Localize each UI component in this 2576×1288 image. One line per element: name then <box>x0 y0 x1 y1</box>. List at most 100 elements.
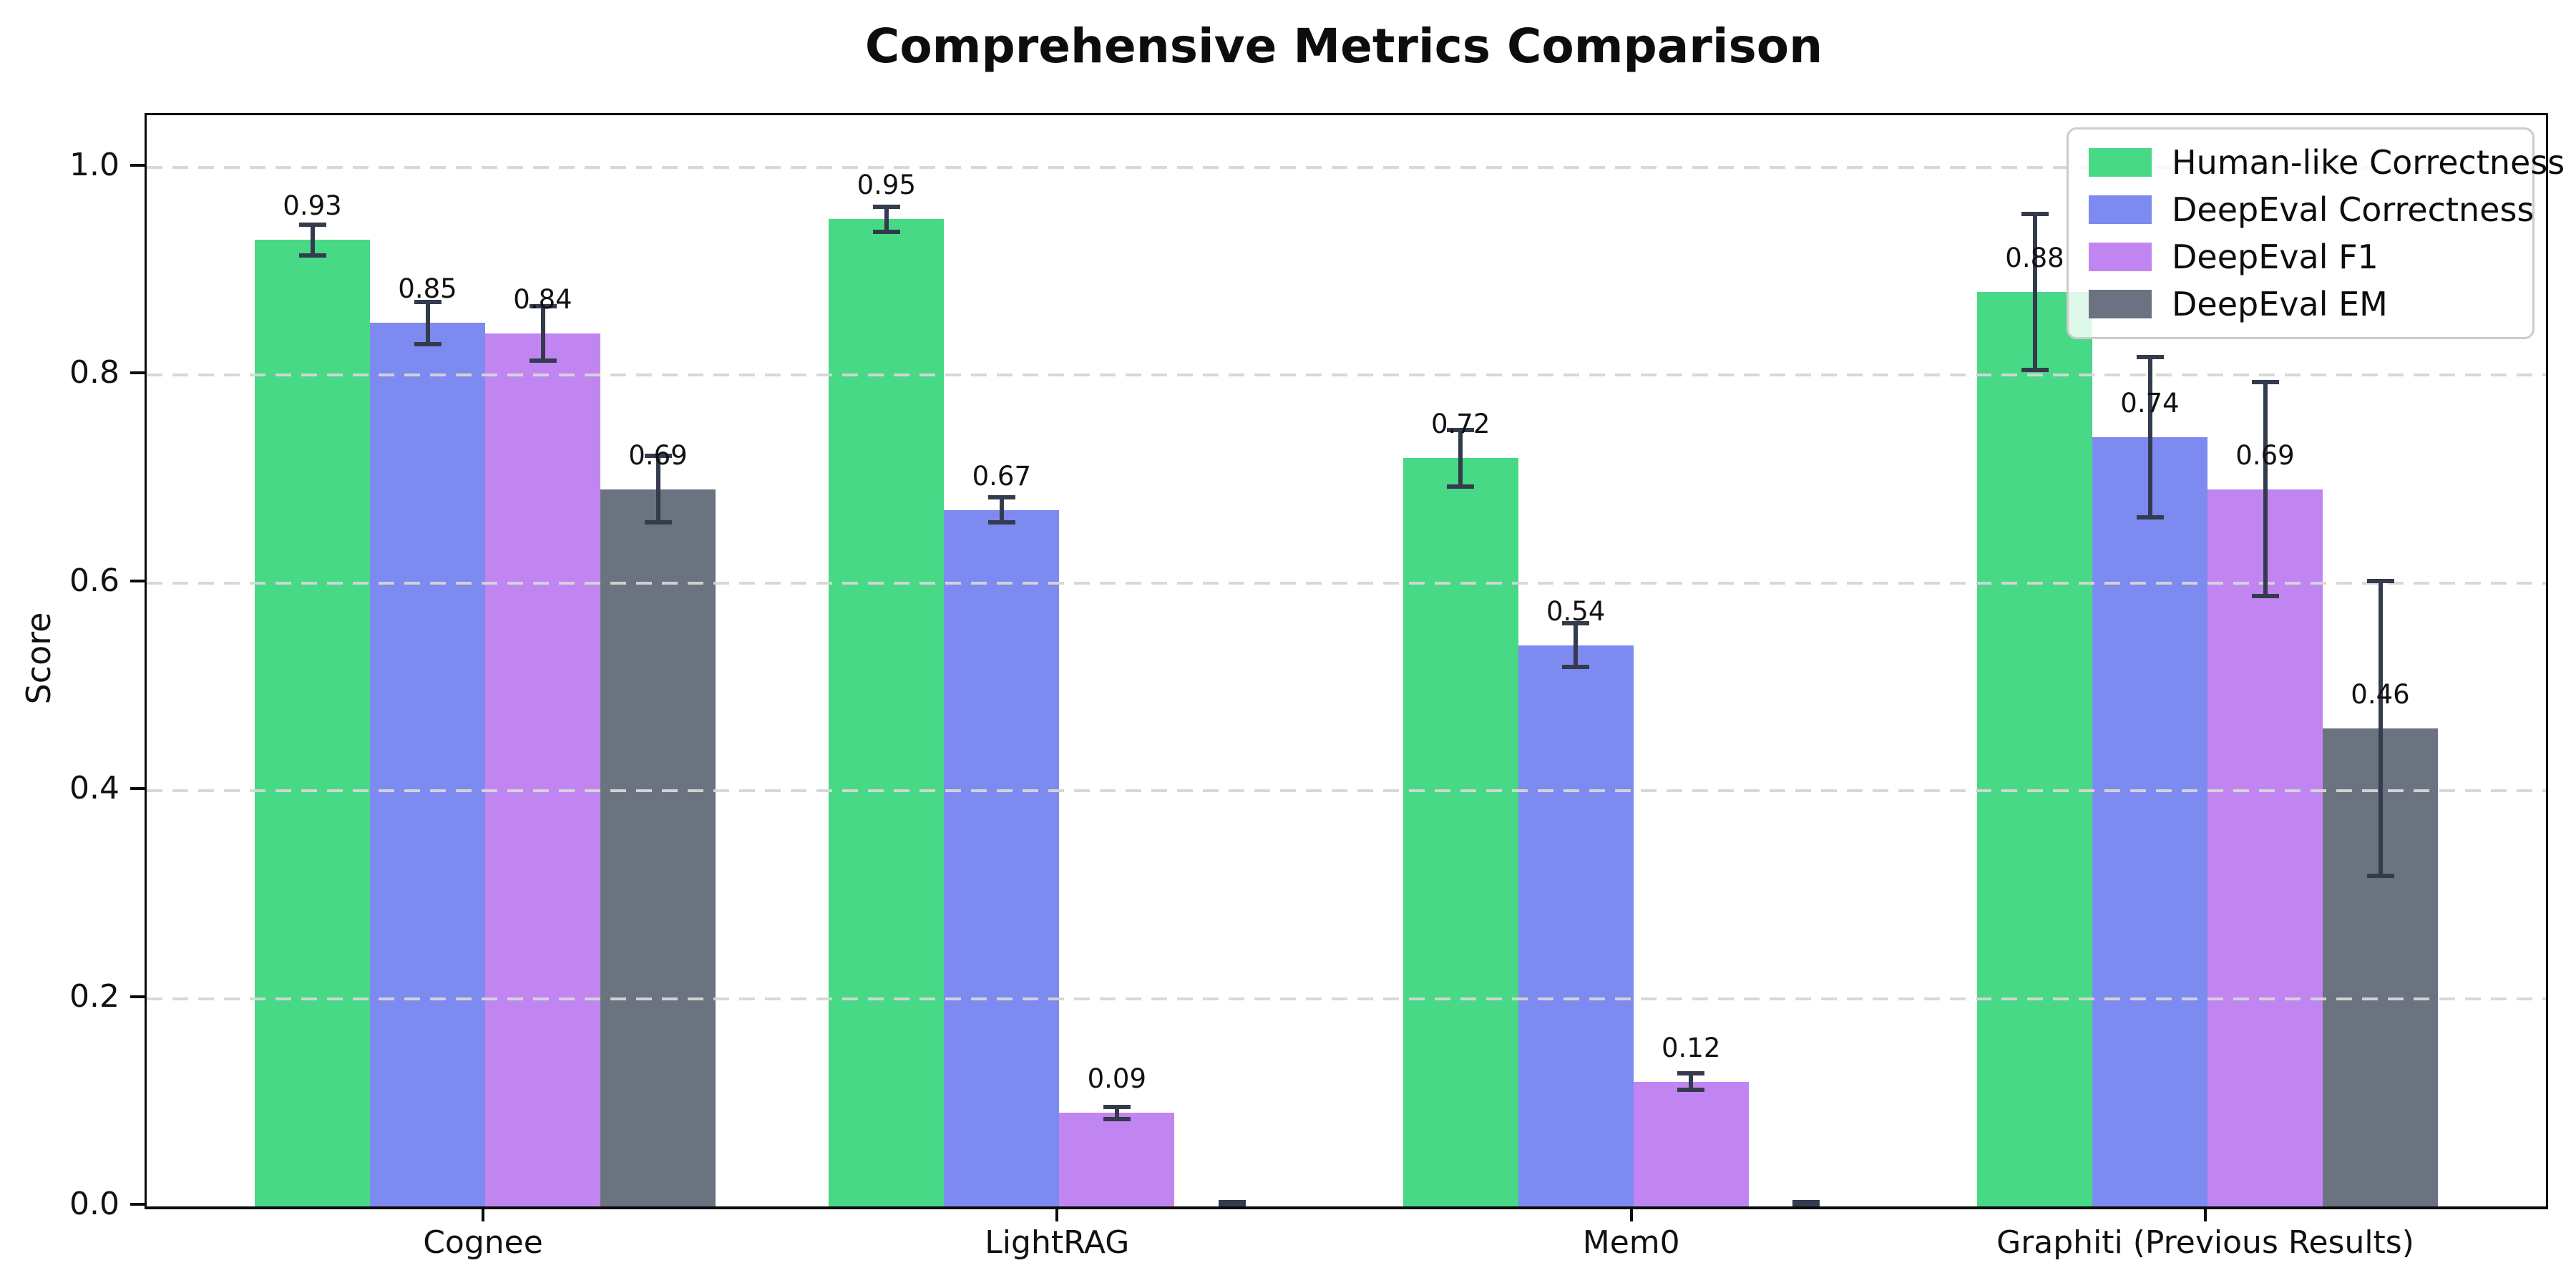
bar-mem0-deepeval-f1 <box>1633 1081 1749 1206</box>
error-cap-bottom-cognee-deepeval-correctness <box>414 341 441 346</box>
y-tick-mark-0.6 <box>130 579 145 582</box>
error-bar-mem0-deepeval-f1 <box>1689 1073 1694 1091</box>
value-label-mem0-deepeval-correctness: 0.54 <box>1546 595 1606 627</box>
gridline-0.6 <box>147 581 2546 585</box>
error-bar-lightrag-deepeval-f1 <box>1114 1106 1119 1119</box>
legend-item-deepeval-correctness: DeepEval Correctness <box>2089 190 2534 230</box>
value-label-cognee-deepeval-em: 0.69 <box>628 439 688 471</box>
error-bar-graphiti-previous-results-deepeval-correctness <box>2147 357 2152 518</box>
error-bar-graphiti-previous-results-deepeval-em <box>2378 580 2383 877</box>
y-tick-mark-0.2 <box>130 995 145 998</box>
legend-label-deepeval-em: DeepEval EM <box>2172 285 2388 323</box>
bar-graphiti-previous-results-deepeval-f1 <box>2207 489 2323 1206</box>
x-tick-mark-graphiti-previous-results <box>2204 1207 2207 1221</box>
error-cap-top-lightrag-deepeval-f1 <box>1103 1104 1131 1109</box>
y-tick-label-0.6: 0.6 <box>69 562 119 599</box>
legend-swatch-deepeval-f1 <box>2089 243 2152 271</box>
value-label-lightrag-deepeval-correctness: 0.67 <box>972 460 1031 492</box>
error-bar-mem0-human-like-correctness <box>1458 430 1463 487</box>
value-label-cognee-deepeval-correctness: 0.85 <box>398 273 457 305</box>
error-bar-mem0-deepeval-correctness <box>1574 623 1579 668</box>
error-cap-top-mem0-human-like-correctness <box>1447 428 1475 433</box>
value-label-cognee-deepeval-f1: 0.84 <box>513 284 572 315</box>
error-cap-bottom-graphiti-previous-results-deepeval-em <box>2366 874 2394 879</box>
bar-cognee-deepeval-correctness <box>370 323 485 1206</box>
legend-label-human-like-correctness: Human-like Correctness <box>2172 143 2565 182</box>
bar-lightrag-human-like-correctness <box>829 219 945 1206</box>
y-tick-mark-0.0 <box>130 1203 145 1206</box>
error-bar-cognee-deepeval-em <box>655 456 660 523</box>
value-label-graphiti-previous-results-human-like-correctness: 0.88 <box>2005 242 2064 273</box>
error-cap-top-cognee-deepeval-correctness <box>414 300 441 305</box>
error-bar-lightrag-deepeval-correctness <box>999 497 1004 523</box>
error-bar-cognee-deepeval-f1 <box>540 306 545 361</box>
x-tick-label-graphiti-previous-results: Graphiti (Previous Results) <box>1996 1224 2414 1261</box>
bar-lightrag-deepeval-correctness <box>944 509 1060 1206</box>
legend-label-deepeval-correctness: DeepEval Correctness <box>2172 190 2534 229</box>
legend-swatch-deepeval-correctness <box>2089 195 2152 224</box>
error-cap-bottom-graphiti-previous-results-deepeval-f1 <box>2251 594 2279 599</box>
legend-swatch-deepeval-em <box>2089 290 2152 318</box>
error-cap-bottom-cognee-deepeval-em <box>644 520 672 525</box>
value-label-graphiti-previous-results-deepeval-f1: 0.69 <box>2235 439 2295 471</box>
error-cap-top-graphiti-previous-results-deepeval-correctness <box>2136 355 2164 360</box>
legend-swatch-human-like-correctness <box>2089 148 2152 177</box>
value-label-graphiti-previous-results-deepeval-em: 0.46 <box>2351 678 2410 710</box>
bar-cognee-deepeval-em <box>600 489 716 1206</box>
error-cap-bottom-cognee-human-like-correctness <box>298 253 326 258</box>
value-label-mem0-human-like-correctness: 0.72 <box>1430 409 1491 440</box>
gridline-0.4 <box>147 789 2546 793</box>
gridline-1.0 <box>147 165 2546 169</box>
y-tick-mark-0.8 <box>130 371 145 375</box>
legend-item-deepeval-f1: DeepEval F1 <box>2089 237 2512 277</box>
y-tick-mark-0.4 <box>130 787 145 791</box>
value-label-lightrag-deepeval-f1: 0.09 <box>1087 1063 1146 1095</box>
error-cap-top-cognee-deepeval-em <box>644 454 672 459</box>
error-bar-graphiti-previous-results-human-like-correctness <box>2032 214 2037 370</box>
error-cap-bottom-lightrag-deepeval-correctness <box>987 520 1015 525</box>
bar-graphiti-previous-results-human-like-correctness <box>1977 291 2092 1206</box>
error-cap-bottom-lightrag-deepeval-f1 <box>1103 1117 1131 1121</box>
error-cap-top-cognee-deepeval-f1 <box>529 304 557 309</box>
error-cap-top-graphiti-previous-results-human-like-correctness <box>2021 211 2049 216</box>
error-cap-top-graphiti-previous-results-deepeval-em <box>2366 578 2394 583</box>
bar-cognee-human-like-correctness <box>255 240 370 1206</box>
legend: Human-like Correctness DeepEval Correctne… <box>2067 127 2565 339</box>
error-bar-graphiti-previous-results-deepeval-f1 <box>2263 382 2268 597</box>
y-tick-label-0.8: 0.8 <box>69 354 119 391</box>
error-cap-top-lightrag-deepeval-correctness <box>987 495 1015 500</box>
error-cap-top-lightrag-human-like-correctness <box>872 204 900 209</box>
legend-item-human-like-correctness: Human-like Correctness <box>2089 142 2565 182</box>
error-cap-bottom-mem0-deepeval-f1 <box>1677 1088 1705 1093</box>
bar-mem0-human-like-correctness <box>1402 458 1518 1206</box>
error-cap-bottom-graphiti-previous-results-deepeval-correctness <box>2136 515 2164 520</box>
value-label-mem0-deepeval-f1: 0.12 <box>1661 1032 1721 1063</box>
error-cap-bottom-mem0-deepeval-correctness <box>1562 665 1590 670</box>
y-tick-label-0.0: 0.0 <box>69 1186 119 1222</box>
error-bar-lightrag-human-like-correctness <box>884 206 889 232</box>
error-cap-top-graphiti-previous-results-deepeval-f1 <box>2251 380 2279 385</box>
chart-title: Comprehensive Metrics Comparison <box>864 19 1823 74</box>
legend-label-deepeval-f1: DeepEval F1 <box>2172 238 2379 276</box>
y-tick-label-0.4: 0.4 <box>69 770 119 807</box>
gridline-0.8 <box>147 374 2546 377</box>
error-cap-top-mem0-deepeval-f1 <box>1677 1071 1705 1076</box>
error-cap-bottom-cognee-deepeval-f1 <box>529 358 557 363</box>
y-tick-label-0.2: 0.2 <box>69 977 119 1015</box>
gridline-0.2 <box>147 997 2546 1000</box>
x-tick-mark-mem0 <box>1629 1207 1633 1221</box>
error-cap-bottom-lightrag-human-like-correctness <box>872 229 900 234</box>
y-tick-label-1.0: 1.0 <box>69 146 119 183</box>
error-cap-bottom-graphiti-previous-results-human-like-correctness <box>2021 367 2049 372</box>
x-tick-mark-lightrag <box>1055 1207 1059 1221</box>
error-cap-top-mem0-deepeval-em <box>1792 1200 1820 1205</box>
legend-item-deepeval-em: DeepEval EM <box>2089 284 2512 324</box>
error-cap-top-mem0-deepeval-correctness <box>1562 621 1590 626</box>
y-tick-mark-1.0 <box>130 163 145 167</box>
error-cap-bottom-mem0-human-like-correctness <box>1447 484 1475 489</box>
bar-lightrag-deepeval-f1 <box>1059 1113 1175 1206</box>
x-tick-label-mem0: Mem0 <box>1582 1224 1680 1261</box>
x-tick-label-lightrag: LightRAG <box>985 1224 1130 1261</box>
error-bar-cognee-deepeval-correctness <box>425 302 430 344</box>
